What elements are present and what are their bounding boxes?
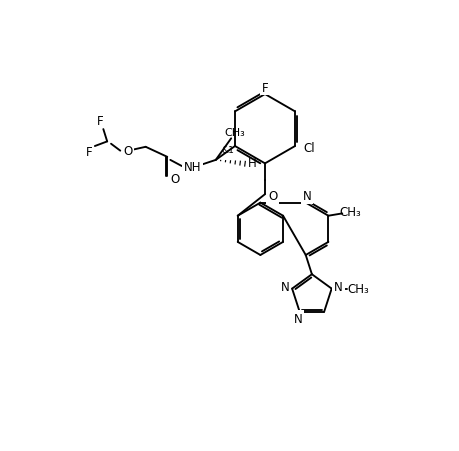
Text: O: O <box>170 172 179 185</box>
Text: F: F <box>86 146 93 159</box>
Text: N: N <box>334 280 342 293</box>
Text: CH₃: CH₃ <box>346 282 368 295</box>
Text: N: N <box>302 190 311 203</box>
Text: CH₃: CH₃ <box>224 128 245 138</box>
Text: N: N <box>280 280 289 293</box>
Text: NH: NH <box>184 160 201 173</box>
Text: F: F <box>261 82 268 94</box>
Text: H: H <box>247 157 256 170</box>
Text: N: N <box>293 313 302 326</box>
Text: F: F <box>97 115 103 128</box>
Text: O: O <box>123 145 132 158</box>
Text: &1: &1 <box>221 145 234 154</box>
Text: CH₃: CH₃ <box>338 206 360 219</box>
Text: O: O <box>268 190 277 203</box>
Text: Cl: Cl <box>302 142 314 155</box>
